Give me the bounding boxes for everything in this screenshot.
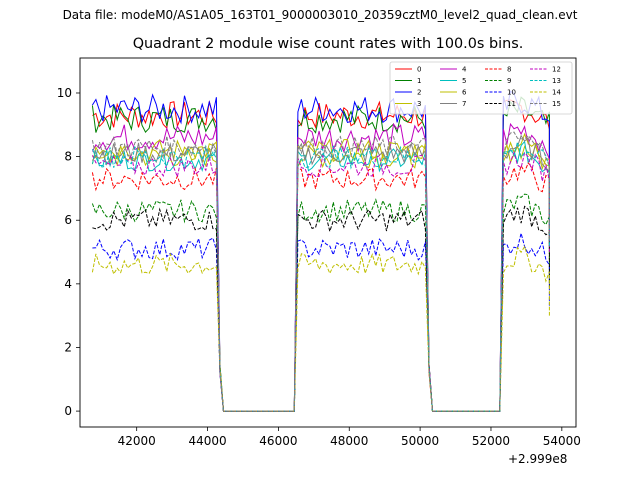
y-tick-label-4: 4 [64,277,72,291]
series-line-7 [91,134,550,412]
y-tick-label-8: 8 [64,150,72,164]
series-line-15 [91,131,550,412]
series-line-9 [91,193,550,412]
series-line-11 [92,205,550,412]
legend-label-10: 10 [507,89,516,97]
x-tick-label-48000: 48000 [330,434,368,448]
y-tick-label-2: 2 [64,340,72,354]
legend-label-12: 12 [552,66,561,74]
x-tick-label-54000: 54000 [543,434,581,448]
plot-frame [79,57,577,428]
series-line-10 [92,233,550,412]
series-line-6 [92,132,550,412]
legend-label-1: 1 [417,77,421,85]
x-tick-label-44000: 44000 [188,434,226,448]
x-tick-label-42000: 42000 [118,434,156,448]
series-line-0 [92,99,550,412]
legend-label-0: 0 [417,66,421,74]
legend-label-13: 13 [552,77,561,85]
legend-label-5: 5 [462,77,466,85]
series-line-12 [91,150,550,412]
y-tick-label-6: 6 [64,213,72,227]
x-tick-label-52000: 52000 [472,434,510,448]
chart-title: Quadrant 2 module wise count rates with … [132,36,524,52]
x-tick-label-50000: 50000 [401,434,439,448]
x-tick-label-46000: 46000 [259,434,297,448]
legend-label-3: 3 [417,100,421,108]
legend-label-11: 11 [507,100,516,108]
series-line-8 [91,162,550,412]
legend-label-4: 4 [462,66,467,74]
x-offset-label: +2.999e8 [508,452,568,466]
series-line-3 [91,142,550,412]
y-tick-label-10: 10 [57,86,72,100]
legend-label-9: 9 [507,77,511,85]
y-tick-label-0: 0 [64,404,72,418]
legend-label-6: 6 [462,89,467,97]
legend-box [389,61,573,115]
series-line-5 [91,140,550,412]
legend-label-2: 2 [417,89,421,97]
legend-label-15: 15 [552,100,561,108]
series-line-13 [91,141,550,412]
data-file-title: Data file: modeM0/AS1A05_163T01_90000030… [62,8,578,22]
legend-label-14: 14 [552,89,561,97]
legend-label-8: 8 [507,66,511,74]
legend-label-7: 7 [462,100,466,108]
series-line-14 [91,245,550,412]
